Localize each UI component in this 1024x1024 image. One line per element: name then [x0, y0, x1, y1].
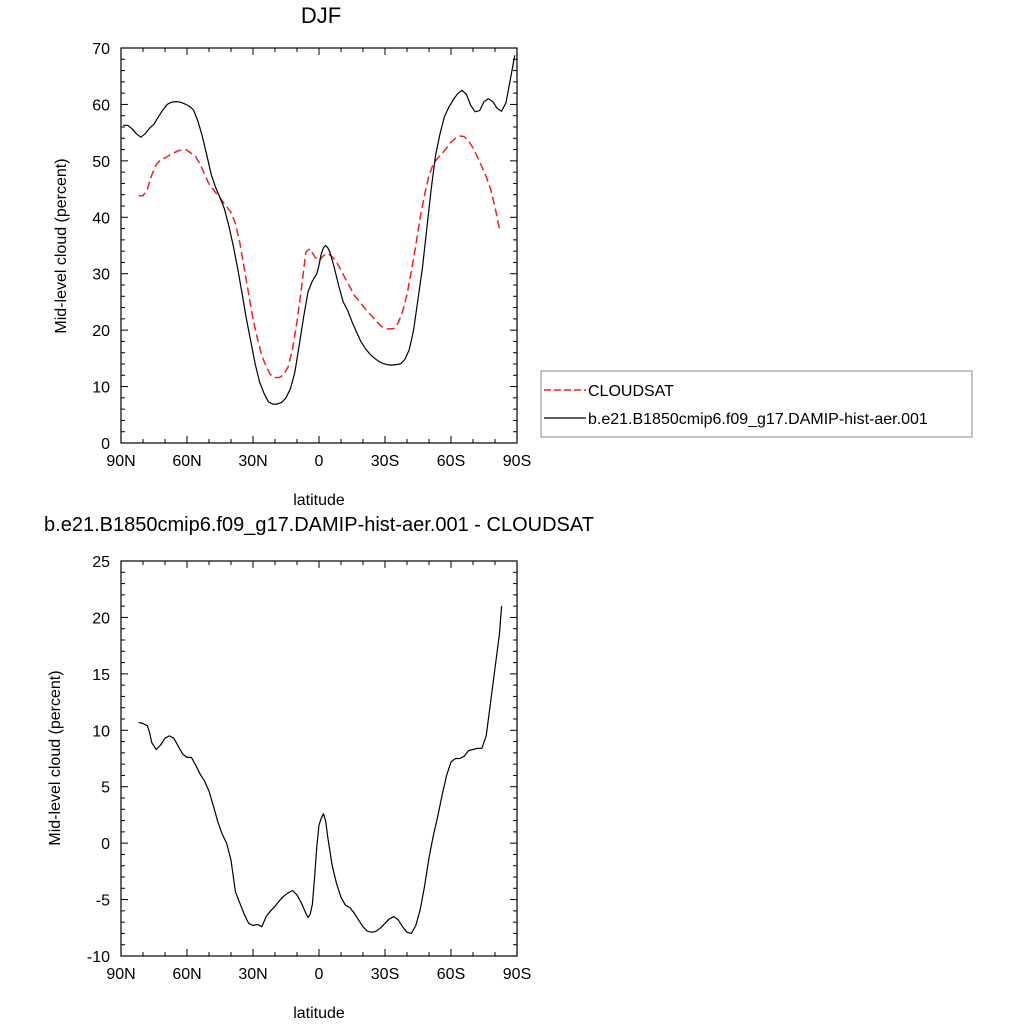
tick-labels: 90N 60N 30N 0 30S 60S 90S -10 -5 0 5 10 15 20 25: [87, 554, 531, 983]
x-tick-label: 90S: [503, 453, 531, 470]
y-tick-label: 60: [92, 97, 110, 114]
y-tick-label: 20: [92, 323, 110, 340]
plot-frame: [120, 560, 518, 957]
y-tick-label: 10: [92, 380, 110, 397]
legend: CLOUDSAT b.e21.B1850cmip6.f09_g17.DAMIP-…: [540, 370, 973, 438]
x-tick-label: 30N: [238, 966, 267, 983]
y-tick-label: 15: [92, 667, 110, 684]
y-tick-label: 70: [92, 41, 110, 58]
x-tick-label: 60N: [172, 453, 201, 470]
series-lines: [138, 606, 503, 934]
y-tick-label: 20: [92, 610, 110, 627]
series-lines: [123, 55, 516, 405]
x-axis-label: latitude: [293, 1005, 345, 1022]
tick-labels: 90N 60N 30N 0 30S 60S 90S 0 10 20 30 40 50 60 70: [92, 41, 531, 470]
axis-ticks: [120, 47, 518, 444]
x-tick-label: 30S: [371, 453, 399, 470]
y-tick-label: 25: [92, 554, 110, 571]
axis-ticks: [120, 560, 518, 957]
x-axis-label: latitude: [293, 492, 345, 509]
y-tick-label: 0: [101, 436, 110, 453]
x-tick-label: 30N: [238, 453, 267, 470]
legend-box: [540, 370, 973, 438]
y-tick-label: 30: [92, 267, 110, 284]
x-tick-label: 90N: [106, 966, 135, 983]
djf-panel: DJF Mid-level cloud (percent) latitude 9…: [53, 3, 531, 509]
x-tick-label: 60S: [437, 966, 465, 983]
x-tick-label: 0: [315, 453, 324, 470]
x-tick-label: 90N: [106, 453, 135, 470]
legend-label-cloudsat: CLOUDSAT: [588, 383, 674, 400]
y-tick-label: 5: [101, 780, 110, 797]
x-tick-label: 60S: [437, 453, 465, 470]
x-tick-label: 60N: [172, 966, 201, 983]
panel-title: DJF: [301, 3, 341, 28]
y-tick-label: -5: [96, 893, 110, 910]
series-line-0: [138, 606, 503, 934]
difference-panel: b.e21.B1850cmip6.f09_g17.DAMIP-hist-aer.…: [44, 514, 594, 1022]
x-tick-label: 0: [315, 966, 324, 983]
y-tick-label: 40: [92, 210, 110, 227]
series-line-1: [123, 55, 516, 405]
y-tick-label: 10: [92, 723, 110, 740]
x-tick-label: 30S: [371, 966, 399, 983]
y-axis-label: Mid-level cloud (percent): [53, 158, 70, 333]
panel-title: b.e21.B1850cmip6.f09_g17.DAMIP-hist-aer.…: [44, 514, 594, 536]
y-tick-label: -10: [87, 949, 110, 966]
series-line-0: [138, 135, 501, 379]
y-tick-label: 0: [101, 836, 110, 853]
y-tick-label: 50: [92, 154, 110, 171]
legend-label-model: b.e21.B1850cmip6.f09_g17.DAMIP-hist-aer.…: [588, 411, 928, 428]
y-axis-label: Mid-level cloud (percent): [47, 670, 64, 845]
plot-frame: [120, 47, 518, 444]
x-tick-label: 90S: [503, 966, 531, 983]
